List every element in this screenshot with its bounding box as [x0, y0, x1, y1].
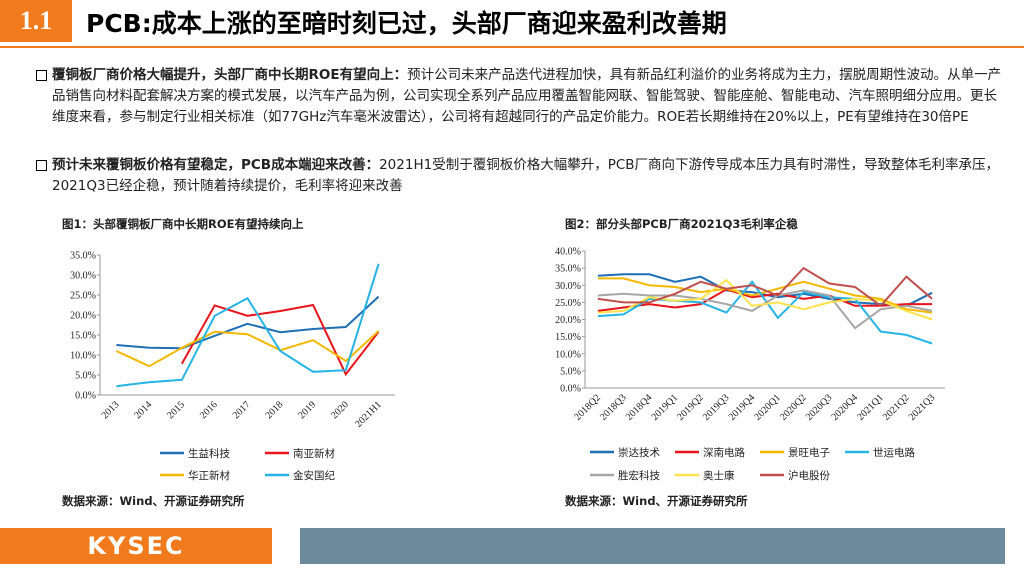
- y-tick-label: 30.0%: [555, 281, 581, 292]
- slide-title: PCB:成本上涨的至暗时刻已过，头部厂商迎来盈利改善期: [86, 9, 727, 38]
- y-tick-label: 15.0%: [555, 332, 581, 343]
- y-tick-label: 15.0%: [70, 331, 96, 342]
- x-tick-label: 2015: [165, 399, 187, 421]
- legend-label: 沪电股份: [788, 469, 830, 482]
- x-tick-label: 2019: [296, 399, 318, 421]
- legend-label: 奥士康: [703, 469, 735, 482]
- bullet: 覆铜板厂商价格大幅提升，头部厂商中长期ROE有望向上：预计公司未来产品迭代进程加…: [36, 65, 1007, 128]
- section-number: 1.1: [0, 0, 72, 42]
- y-tick-label: 30.0%: [70, 271, 96, 282]
- x-tick-label: 2019Q1: [650, 392, 681, 423]
- series-line: [597, 266, 933, 308]
- legend-label: 景旺电子: [788, 446, 830, 459]
- y-tick-label: 0.0%: [560, 384, 581, 395]
- series-line: [597, 280, 933, 345]
- y-tick-label: 20.0%: [70, 311, 96, 322]
- legend-label: 胜宏科技: [618, 469, 660, 482]
- legend-label: 南亚新材: [293, 447, 335, 460]
- x-tick-label: 2020: [329, 399, 351, 421]
- x-tick-label: 2021Q3: [907, 392, 938, 423]
- series-line: [115, 330, 380, 368]
- x-tick-label: 2021Q2: [881, 392, 912, 423]
- y-tick-label: 10.0%: [70, 351, 96, 362]
- y-tick-label: 25.0%: [555, 298, 581, 309]
- series-line: [597, 288, 933, 312]
- legend-label: 华正新材: [188, 469, 230, 482]
- x-tick-label: 2018: [263, 399, 285, 421]
- x-tick-label: 2014: [132, 399, 154, 421]
- x-tick-label: 2019Q3: [701, 392, 732, 423]
- y-tick-label: 5.0%: [560, 366, 581, 377]
- x-tick-label: 2019Q2: [675, 392, 706, 423]
- x-tick-label: 2020Q3: [804, 392, 835, 423]
- bullet-text: 2021H1受制于覆铜板价格大幅攀升，PCB厂商向下游传导成本压力具有时滞性，导…: [52, 157, 1000, 194]
- legend-label: 崇达技术: [618, 446, 660, 459]
- x-tick-label: 2017: [231, 399, 253, 421]
- x-tick-label: 2018Q3: [598, 392, 629, 423]
- legend-label: 金安国纪: [293, 469, 335, 482]
- legend-label: 深南电路: [703, 446, 745, 459]
- x-tick-label: 2020Q2: [778, 392, 809, 423]
- x-tick-label: 2018Q4: [624, 392, 655, 423]
- chart-title: 图1：头部覆铜板厂商中长期ROE有望持续向上: [62, 217, 304, 231]
- source: 数据来源：Wind、开源证券研究所: [565, 494, 748, 508]
- bullet: 预计未来覆铜板价格有望稳定，PCB成本端迎来改善：2021H1受制于覆铜板价格大…: [36, 155, 1007, 197]
- y-tick-label: 25.0%: [70, 291, 96, 302]
- x-tick-label: 2020Q1: [752, 392, 783, 423]
- x-tick-label: 2019Q4: [727, 392, 758, 423]
- y-tick-label: 20.0%: [555, 315, 581, 326]
- footer-bar: [300, 528, 1005, 564]
- series-line: [597, 277, 933, 314]
- legend-label: 世运电路: [873, 446, 915, 459]
- y-tick-label: 40.0%: [555, 247, 581, 258]
- rule: [0, 46, 1024, 48]
- x-tick-label: 2016: [198, 399, 220, 421]
- y-tick-label: 0.0%: [75, 391, 96, 402]
- y-tick-label: 35.0%: [70, 251, 96, 262]
- x-tick-label: 2021Q1: [855, 392, 886, 423]
- x-tick-label: 2013: [100, 399, 122, 421]
- chart-title: 图2：部分头部PCB厂商2021Q3毛利率企稳: [565, 217, 798, 231]
- x-tick-label: 2021H1: [353, 399, 384, 430]
- bullet-lead: 预计未来覆铜板价格有望稳定，PCB成本端迎来改善：: [52, 157, 380, 173]
- bullet-lead: 覆铜板厂商价格大幅提升，头部厂商中长期ROE有望向上：: [52, 67, 408, 83]
- x-tick-label: 2018Q2: [572, 392, 603, 423]
- logo: KYSEC: [0, 528, 272, 564]
- y-tick-label: 10.0%: [555, 349, 581, 360]
- y-tick-label: 35.0%: [555, 264, 581, 275]
- y-tick-label: 5.0%: [75, 371, 96, 382]
- series-line: [597, 278, 933, 321]
- series-line: [116, 295, 380, 350]
- source: 数据来源：Wind、开源证券研究所: [62, 494, 245, 508]
- series-line: [116, 263, 380, 388]
- legend-label: 生益科技: [188, 447, 230, 460]
- bullet-text: 预计公司未来产品迭代进程加快，具有新品红利溢价的业务将成为主力，摆脱周期性波动。…: [52, 67, 1002, 125]
- series-line: [181, 303, 380, 377]
- x-tick-label: 2020Q4: [830, 392, 861, 423]
